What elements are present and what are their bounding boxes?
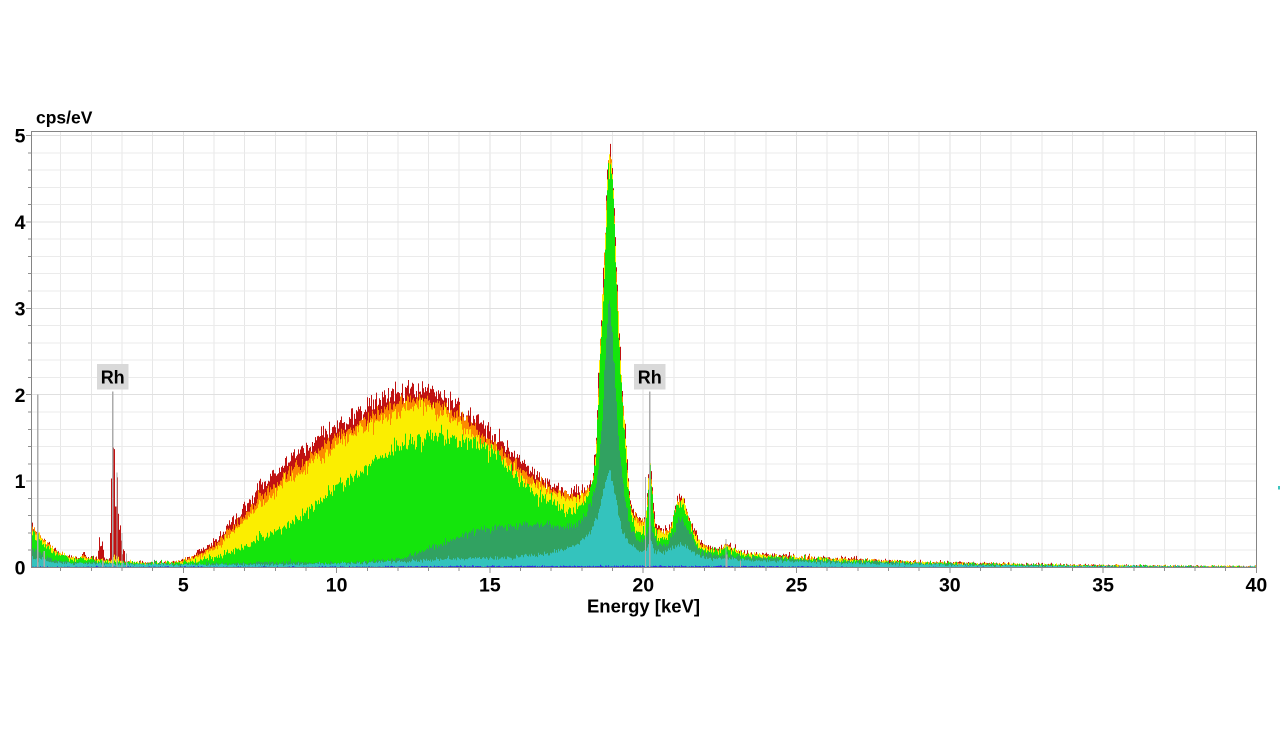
svg-text:1: 1	[15, 471, 26, 493]
svg-text:2: 2	[15, 385, 26, 407]
svg-text:15: 15	[479, 575, 501, 597]
svg-text:40: 40	[1246, 575, 1268, 597]
svg-text:Rh: Rh	[638, 368, 662, 388]
svg-text:10: 10	[326, 575, 348, 597]
svg-text:3: 3	[15, 298, 26, 320]
svg-text:20: 20	[632, 575, 654, 597]
svg-text:cps/eV: cps/eV	[36, 108, 93, 128]
svg-text:25: 25	[786, 575, 808, 597]
svg-text:5: 5	[178, 575, 189, 597]
svg-text:5: 5	[15, 126, 26, 148]
svg-text:0: 0	[15, 558, 26, 580]
svg-text:4: 4	[15, 212, 26, 234]
svg-text:30: 30	[939, 575, 961, 597]
svg-text:Rh: Rh	[101, 368, 125, 388]
svg-text:Energy [keV]: Energy [keV]	[587, 596, 700, 617]
svg-text:35: 35	[1092, 575, 1114, 597]
